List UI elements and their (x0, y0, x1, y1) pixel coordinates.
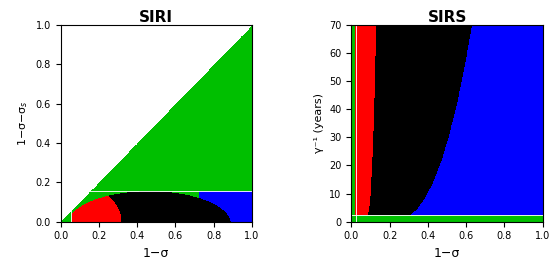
Y-axis label: 1−σ−σ$_s$: 1−σ−σ$_s$ (16, 100, 30, 146)
Y-axis label: γ⁻¹ (years): γ⁻¹ (years) (314, 93, 324, 153)
Title: SIRS: SIRS (428, 10, 467, 25)
Title: SIRI: SIRI (139, 10, 173, 25)
X-axis label: 1−σ: 1−σ (143, 247, 170, 260)
X-axis label: 1−σ: 1−σ (434, 247, 460, 260)
